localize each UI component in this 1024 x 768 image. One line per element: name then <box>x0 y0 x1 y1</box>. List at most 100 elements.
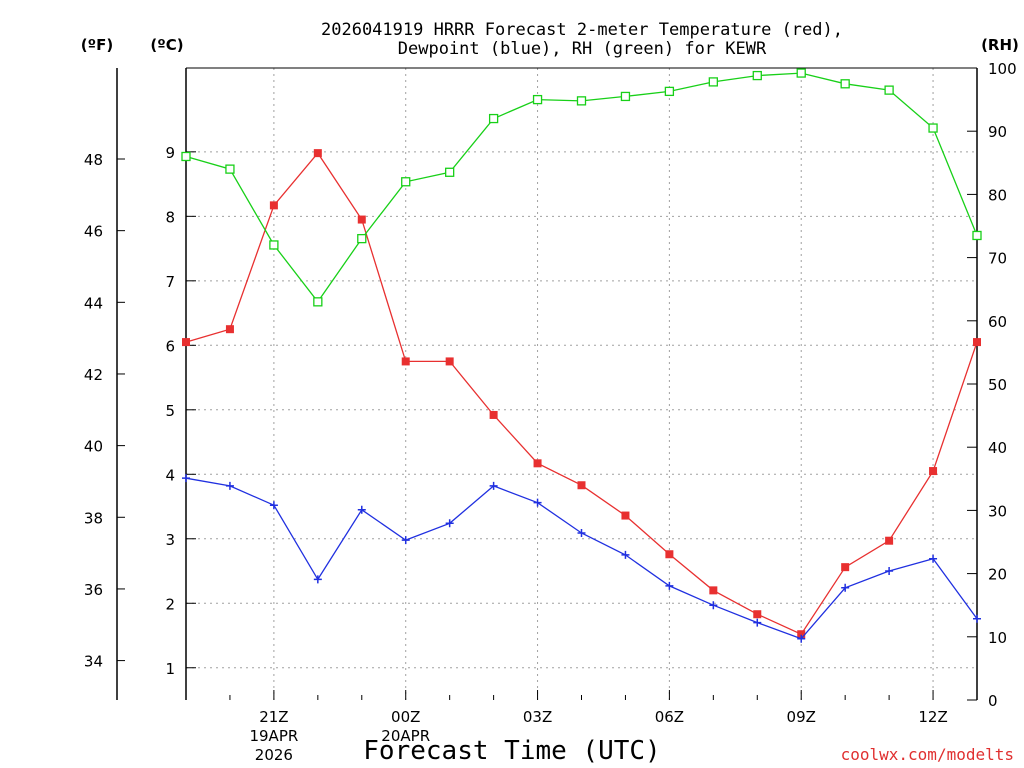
celsius-tick-label: 5 <box>165 402 175 420</box>
temperature-point <box>313 149 322 158</box>
dewpoint-point <box>313 575 322 584</box>
celsius-tick-label: 7 <box>165 273 175 291</box>
chart-title-line1: 2026041919 HRRR Forecast 2-meter Tempera… <box>321 20 843 40</box>
temperature-point <box>182 338 190 347</box>
rh-point <box>357 233 367 244</box>
rh-tick-label: 50 <box>988 376 1007 394</box>
temperature-point <box>533 459 542 468</box>
rh-point <box>401 177 411 187</box>
temperature-point <box>929 467 938 476</box>
rh-tick-label: 30 <box>988 502 1007 520</box>
rh-tick-label: 100 <box>988 60 1017 78</box>
rh-point <box>928 123 938 133</box>
temperature-point <box>621 511 630 520</box>
dewpoint-point <box>753 618 762 627</box>
x-tick-label: 12Z <box>918 708 947 726</box>
fahrenheit-tick-label: 38 <box>84 509 103 527</box>
rh-point <box>225 164 235 174</box>
temperature-point <box>357 215 366 224</box>
dewpoint-point <box>401 536 410 545</box>
x-tick-label: 20APR <box>381 727 430 745</box>
x-tick-label: 19APR <box>249 727 298 745</box>
temperature-point <box>489 410 498 419</box>
temperature-point <box>269 201 278 210</box>
temperature-point <box>401 357 410 366</box>
celsius-tick-label: 9 <box>165 144 175 162</box>
rh-point <box>752 70 762 81</box>
dewpoint-point <box>841 583 850 592</box>
celsius-tick-label: 3 <box>165 531 175 549</box>
rh-point <box>576 96 587 106</box>
dewpoint-point <box>885 567 894 576</box>
x-axis-title: Forecast Time (UTC) <box>363 736 660 766</box>
dewpoint-point <box>182 474 190 483</box>
dewpoint-point <box>797 634 806 643</box>
rh-tick-label: 40 <box>988 439 1007 457</box>
dewpoint-point <box>973 614 981 623</box>
rh-tick-label: 80 <box>988 186 1007 204</box>
dewpoint-point <box>577 528 586 537</box>
temperature-point <box>797 630 806 639</box>
rh-point <box>181 151 191 162</box>
rh-point <box>840 79 850 89</box>
dewpoint-point <box>445 519 454 528</box>
rh-tick-label: 0 <box>988 692 998 710</box>
temperature-point <box>445 357 454 366</box>
data-series <box>181 68 982 643</box>
rh-point <box>445 167 455 177</box>
rh-tick-label: 90 <box>988 123 1007 141</box>
celsius-tick-label: 2 <box>165 595 175 613</box>
fahrenheit-tick-label: 48 <box>84 151 103 169</box>
rh-tick-label: 60 <box>988 313 1007 331</box>
temperature-point <box>709 586 718 595</box>
x-tick-label: 21Z <box>259 708 288 726</box>
temperature-point <box>225 325 234 334</box>
rh-point <box>313 297 323 307</box>
temperature-point <box>577 481 586 490</box>
rh-point <box>620 91 631 102</box>
dewpoint-point <box>709 601 718 610</box>
x-tick-label: 2026 <box>255 746 293 764</box>
celsius-tick-label: 4 <box>165 466 175 484</box>
dewpoint-point <box>929 554 938 563</box>
temperature-point <box>973 338 981 347</box>
dewpoint-point <box>357 505 366 514</box>
dewpoint-line <box>185 477 978 640</box>
celsius-tick-label: 8 <box>165 208 175 226</box>
rh-tick-label: 10 <box>988 629 1007 647</box>
rh-line <box>185 72 978 303</box>
rh-tick-label: 20 <box>988 566 1007 584</box>
dewpoint-point <box>621 550 630 559</box>
dewpoint-point <box>269 501 278 510</box>
fahrenheit-tick-label: 44 <box>84 294 103 312</box>
rh-point <box>708 77 718 87</box>
rh-point <box>269 240 279 250</box>
dewpoint-point <box>533 498 542 507</box>
fahrenheit-tick-label: 42 <box>84 366 103 384</box>
rh-point <box>532 94 543 105</box>
x-tick-label: 09Z <box>787 708 816 726</box>
rh-point <box>796 68 806 78</box>
fahrenheit-unit-label: (ºF) <box>81 36 113 54</box>
rh-point <box>972 230 982 241</box>
chart-title-line2: Dewpoint (blue), RH (green) for KEWR <box>398 39 767 59</box>
fahrenheit-tick-label: 34 <box>84 653 103 671</box>
celsius-unit-label: (ºC) <box>150 36 183 54</box>
temperature-line <box>185 152 978 636</box>
grid-lines <box>186 68 977 700</box>
x-tick-label: 03Z <box>523 708 552 726</box>
fahrenheit-tick-label: 40 <box>84 438 103 456</box>
rh-point <box>664 86 675 97</box>
dewpoint-point <box>489 481 498 490</box>
fahrenheit-tick-label: 46 <box>84 223 103 241</box>
temperature-point <box>665 550 674 559</box>
dewpoint-point <box>225 481 234 490</box>
temperature-point <box>841 563 850 572</box>
rh-unit-label: (RH) <box>981 36 1019 54</box>
dewpoint-point <box>665 581 674 590</box>
celsius-tick-label: 1 <box>165 660 175 678</box>
temperature-point <box>885 536 894 545</box>
rh-tick-label: 70 <box>988 250 1007 268</box>
credit-link[interactable]: coolwx.com/modelts <box>841 745 1014 764</box>
